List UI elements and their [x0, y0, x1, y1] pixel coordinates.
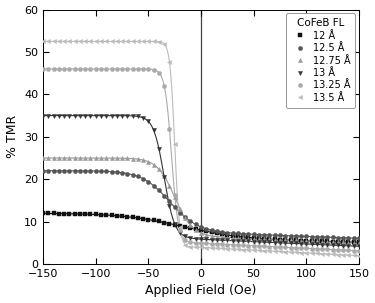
13.5 Å	[209, 246, 214, 250]
12.5 Å	[152, 184, 156, 188]
12.5 Å	[114, 170, 119, 174]
13.25 Å	[230, 243, 235, 247]
12.5 Å	[209, 228, 214, 232]
Line: 13.5 Å: 13.5 Å	[41, 39, 361, 258]
Legend: 12 Å, 12.5 Å, 12.75 Å, 13 Å, 13.25 Å, 13.5 Å: 12 Å, 12.5 Å, 12.75 Å, 13 Å, 13.25 Å, 13…	[286, 13, 355, 108]
13 Å	[357, 245, 361, 248]
12.75 Å	[230, 236, 235, 240]
12.75 Å	[357, 241, 361, 245]
13 Å	[41, 114, 45, 117]
13 Å	[104, 114, 108, 117]
12.5 Å	[315, 235, 319, 239]
12.75 Å	[209, 234, 214, 238]
12.75 Å	[315, 239, 319, 243]
12.75 Å	[104, 156, 108, 160]
13 Å	[114, 114, 119, 118]
13.5 Å	[41, 40, 45, 43]
Line: 13.25 Å: 13.25 Å	[41, 67, 361, 253]
12.75 Å	[152, 163, 156, 166]
Line: 13 Å: 13 Å	[41, 114, 361, 248]
13.25 Å	[104, 67, 108, 71]
12 Å	[230, 234, 235, 238]
13.25 Å	[114, 67, 119, 71]
13.25 Å	[357, 249, 361, 253]
13.5 Å	[315, 251, 319, 255]
Line: 12.5 Å: 12.5 Å	[41, 169, 361, 240]
13.5 Å	[104, 40, 108, 43]
13.25 Å	[315, 247, 319, 251]
12 Å	[152, 219, 156, 222]
13 Å	[315, 243, 319, 246]
12 Å	[315, 239, 319, 243]
12.5 Å	[230, 231, 235, 235]
12.5 Å	[41, 169, 45, 172]
13.5 Å	[357, 254, 361, 258]
Line: 12 Å: 12 Å	[41, 211, 361, 245]
12 Å	[114, 214, 119, 218]
12.5 Å	[357, 237, 361, 240]
X-axis label: Applied Field (Oe): Applied Field (Oe)	[146, 285, 257, 298]
Y-axis label: % TMR: % TMR	[6, 115, 18, 158]
13 Å	[209, 238, 214, 241]
Line: 12.75 Å: 12.75 Å	[41, 156, 361, 245]
13.25 Å	[41, 67, 45, 71]
13 Å	[152, 128, 156, 132]
13 Å	[230, 239, 235, 242]
13.25 Å	[152, 68, 156, 72]
13.25 Å	[209, 242, 214, 245]
13.5 Å	[230, 247, 235, 251]
12.5 Å	[104, 170, 108, 173]
12 Å	[41, 211, 45, 215]
13.5 Å	[152, 40, 156, 43]
12 Å	[104, 213, 108, 217]
12.75 Å	[41, 156, 45, 160]
13.5 Å	[114, 40, 119, 43]
12 Å	[357, 241, 361, 244]
12 Å	[209, 231, 214, 234]
12.75 Å	[114, 156, 119, 160]
